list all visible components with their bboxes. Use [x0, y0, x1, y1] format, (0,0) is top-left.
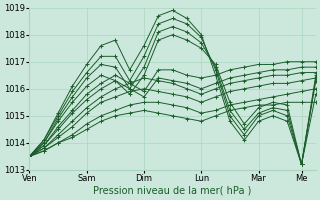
X-axis label: Pression niveau de la mer( hPa ): Pression niveau de la mer( hPa ) [93, 186, 252, 196]
